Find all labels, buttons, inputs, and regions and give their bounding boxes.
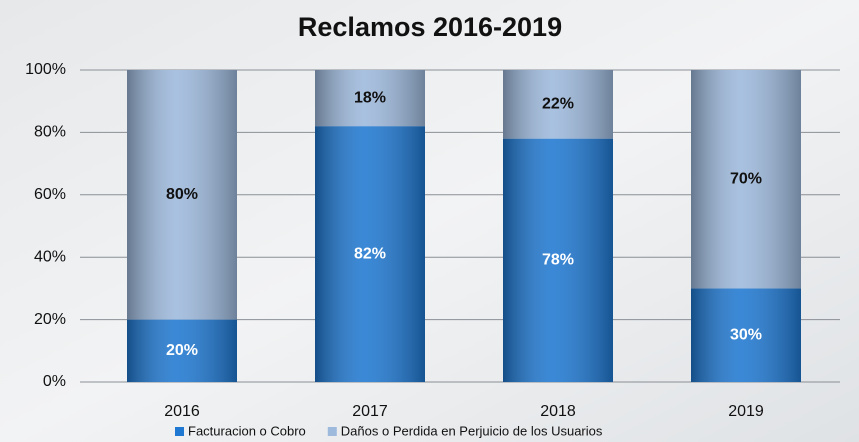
- data-label: 70%: [730, 170, 762, 187]
- bar-shade: [127, 319, 237, 382]
- x-tick-label: 2017: [352, 403, 388, 420]
- y-tick-label: 60%: [34, 186, 66, 203]
- chart-title: Reclamos 2016-2019: [298, 12, 562, 42]
- y-tick-label: 20%: [34, 311, 66, 328]
- bar-shade: [315, 126, 425, 382]
- x-tick-label: 2018: [540, 403, 576, 420]
- data-label: 78%: [542, 252, 574, 269]
- data-label: 82%: [354, 245, 386, 262]
- bar-shade: [503, 138, 613, 382]
- data-label: 18%: [354, 89, 386, 106]
- bar-shade: [127, 70, 237, 320]
- legend-label: Daños o Perdida en Perjuicio de los Usua…: [341, 423, 603, 438]
- y-tick-label: 0%: [43, 373, 66, 390]
- bar-shade: [503, 70, 613, 139]
- bar-shade: [691, 288, 801, 382]
- data-label: 30%: [730, 326, 762, 343]
- bar-shade: [691, 70, 801, 289]
- y-tick-label: 40%: [34, 248, 66, 265]
- y-tick-label: 80%: [34, 124, 66, 141]
- x-tick-label: 2016: [164, 403, 200, 420]
- y-tick-label: 100%: [25, 61, 66, 78]
- legend-swatch: [327, 427, 337, 436]
- x-tick-label: 2019: [728, 403, 764, 420]
- legend-label: Facturacion o Cobro: [188, 423, 306, 438]
- data-label: 20%: [166, 342, 198, 359]
- data-label: 22%: [542, 96, 574, 113]
- data-label: 80%: [166, 186, 198, 203]
- bar-shade: [315, 70, 425, 127]
- legend-swatch: [175, 427, 184, 436]
